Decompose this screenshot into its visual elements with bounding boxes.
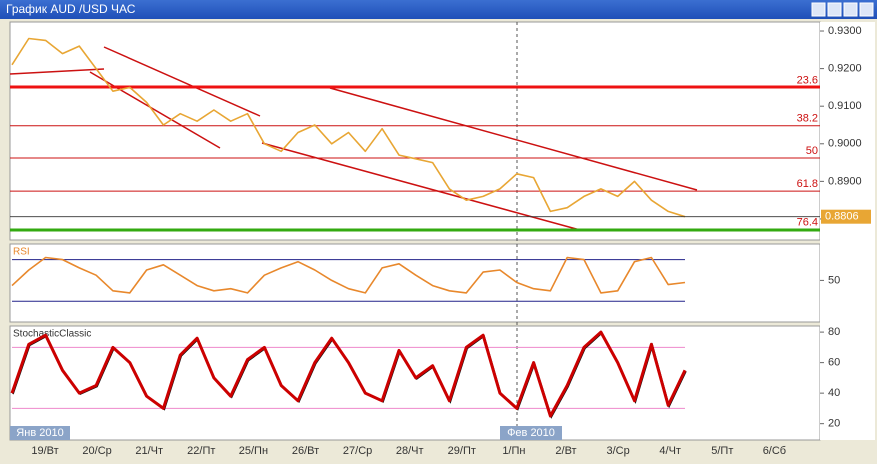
price-axis: [820, 22, 875, 440]
level-label: 50: [806, 145, 818, 157]
last-price-box: [821, 209, 871, 224]
level-label: 23.6: [797, 74, 818, 86]
stoch-panel: [9, 325, 821, 441]
window-buttons[interactable]: [811, 2, 874, 17]
y-tick-label: 0.9300: [828, 25, 862, 37]
button[interactable]: [843, 2, 858, 17]
x-tick-label: 19/Вт: [31, 445, 58, 457]
level-label: 38.2: [797, 113, 818, 125]
y-tick-label: 40: [828, 387, 840, 399]
button[interactable]: [859, 2, 874, 17]
x-tick-label: 20/Ср: [82, 445, 111, 457]
level-label: 76.4: [797, 216, 818, 228]
x-tick-label: 3/Ср: [606, 445, 629, 457]
x-tick-label: 4/Чт: [659, 445, 681, 457]
x-tick-label: 28/Чт: [396, 445, 424, 457]
y-tick-label: 0.9200: [828, 63, 862, 75]
button[interactable]: [811, 2, 826, 17]
x-tick-label: 6/Сб: [763, 445, 786, 457]
y-tick-label: 60: [828, 357, 840, 369]
y-tick-label: 0.8900: [828, 175, 862, 187]
y-tick-label: 0.9100: [828, 100, 862, 112]
panel-title: StochasticClassic: [13, 329, 91, 340]
panel-title: RSI: [13, 247, 30, 258]
date-box: [10, 426, 70, 440]
window-title: График AUD /USD ЧАС: [6, 2, 136, 16]
series-line: [10, 330, 687, 418]
trendlines: [9, 46, 698, 231]
price-panel: [9, 21, 821, 241]
x-tick-label: 1/Пн: [502, 445, 525, 457]
series-line: [11, 37, 686, 218]
button[interactable]: [827, 2, 842, 17]
x-tick-label: 25/Пн: [239, 445, 268, 457]
date-label: Фев 2010: [507, 427, 555, 439]
x-tick-label: 26/Вт: [292, 445, 319, 457]
x-tick-label: 21/Чт: [135, 445, 163, 457]
level-label: 61.8: [797, 178, 818, 190]
x-tick-label: 29/Пт: [448, 445, 476, 457]
y-tick-label: 50: [828, 274, 840, 286]
series-line: [11, 256, 686, 294]
x-tick-label: 22/Пт: [187, 445, 215, 457]
y-tick-label: 0.9000: [828, 138, 862, 150]
title-bar: [0, 0, 877, 19]
date-label: Янв 2010: [16, 427, 63, 439]
x-tick-label: 27/Ср: [343, 445, 372, 457]
x-tick-label: 2/Вт: [555, 445, 576, 457]
x-tick-label: 5/Пт: [711, 445, 733, 457]
last-price-label: 0.8806: [825, 211, 859, 223]
rsi-panel: [9, 243, 821, 323]
date-box: [500, 426, 562, 440]
y-tick-label: 80: [828, 326, 840, 338]
y-tick-label: 20: [828, 418, 840, 430]
